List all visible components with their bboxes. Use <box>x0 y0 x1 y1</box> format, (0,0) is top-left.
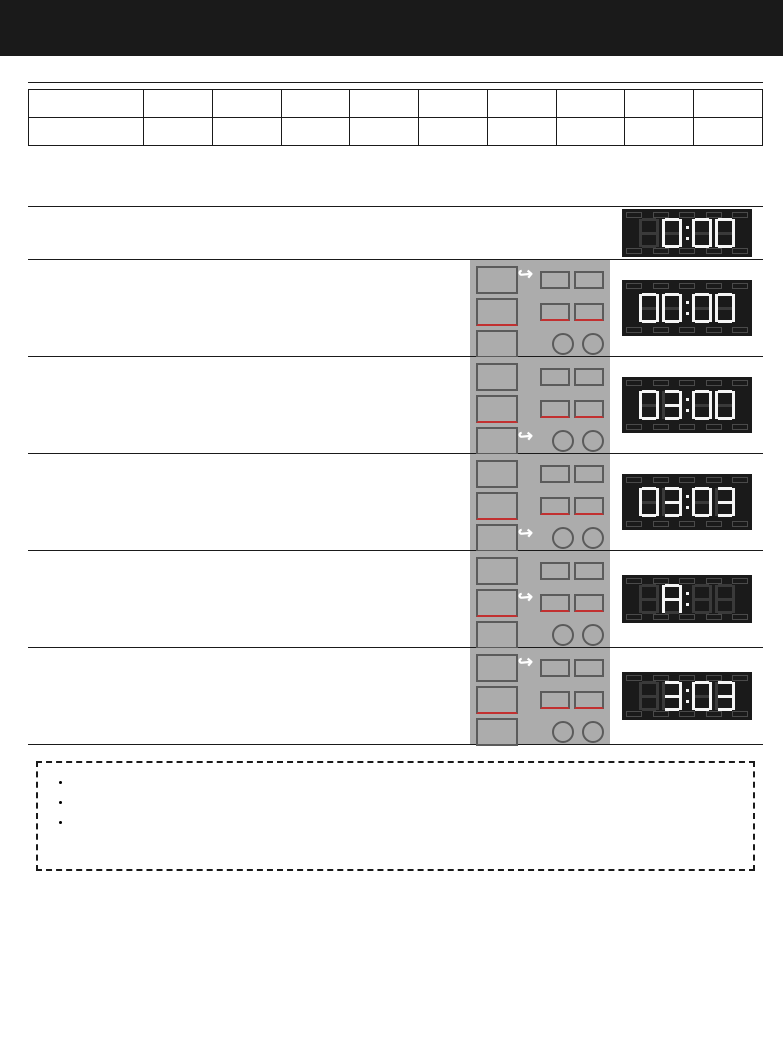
digit <box>715 681 735 711</box>
digit <box>715 218 735 248</box>
digit <box>715 487 735 517</box>
table-cell <box>556 118 625 146</box>
header-bar <box>0 0 783 56</box>
digit <box>662 584 682 614</box>
steps-section: ↪ ↪ ↪ ↪ ↪ <box>28 206 763 745</box>
colon <box>685 592 689 606</box>
digit <box>692 584 712 614</box>
table-cell <box>144 90 213 118</box>
keypad-panel: ↪ <box>470 454 610 550</box>
table-cell <box>487 118 556 146</box>
keypad-panel: ↪ <box>470 260 610 356</box>
divider-top <box>28 82 763 83</box>
note-bullet <box>72 777 735 797</box>
digit <box>639 390 659 420</box>
digit <box>662 390 682 420</box>
digit <box>715 390 735 420</box>
digit <box>639 218 659 248</box>
table-cell <box>487 90 556 118</box>
digit <box>662 218 682 248</box>
table-cell <box>29 118 144 146</box>
digit <box>639 681 659 711</box>
seven-seg-display <box>622 209 752 257</box>
keypad-panel: ↪ <box>470 648 610 744</box>
note-list <box>56 777 735 837</box>
table-cell <box>29 90 144 118</box>
seven-seg-display <box>622 575 752 623</box>
seven-seg-display <box>622 377 752 433</box>
digit <box>662 487 682 517</box>
table-cell <box>212 118 281 146</box>
table-cell <box>694 118 763 146</box>
pointer-arrow-icon: ↪ <box>517 263 534 285</box>
table-cell <box>625 118 694 146</box>
keypad-panel: ↪ <box>470 357 610 453</box>
digit <box>692 390 712 420</box>
digit <box>692 293 712 323</box>
table-cell <box>350 118 419 146</box>
table-row <box>29 118 763 146</box>
table-cell <box>556 90 625 118</box>
step-row: ↪ <box>28 357 763 453</box>
table-cell <box>350 90 419 118</box>
pointer-arrow-icon: ↪ <box>517 651 534 673</box>
seven-seg-display <box>622 280 752 336</box>
digit <box>639 293 659 323</box>
seven-seg-display <box>622 474 752 530</box>
keypad-panel: ↪ <box>470 551 610 647</box>
note-bullet <box>72 797 735 817</box>
digit <box>639 584 659 614</box>
digit <box>662 681 682 711</box>
table-cell <box>281 90 350 118</box>
spec-table <box>28 89 763 146</box>
digit <box>715 584 735 614</box>
step-row <box>28 207 763 259</box>
step-row: ↪ <box>28 454 763 550</box>
step-row: ↪ <box>28 648 763 744</box>
digit <box>692 487 712 517</box>
table-cell <box>625 90 694 118</box>
content-area: ↪ ↪ ↪ ↪ ↪ <box>0 56 783 871</box>
digit <box>715 293 735 323</box>
pointer-arrow-icon: ↪ <box>517 425 534 447</box>
seven-seg-display <box>622 672 752 720</box>
step-row: ↪ <box>28 260 763 356</box>
pointer-arrow-icon: ↪ <box>517 522 534 544</box>
digit <box>639 487 659 517</box>
colon <box>685 301 689 315</box>
step-row: ↪ <box>28 551 763 647</box>
colon <box>685 689 689 703</box>
table-cell <box>694 90 763 118</box>
note-box <box>36 761 755 871</box>
table-cell <box>281 118 350 146</box>
table-row <box>29 90 763 118</box>
table-cell <box>419 118 488 146</box>
pointer-arrow-icon: ↪ <box>517 586 534 608</box>
table-cell <box>419 90 488 118</box>
table-cell <box>144 118 213 146</box>
table-cell <box>212 90 281 118</box>
colon <box>685 495 689 509</box>
digit <box>692 218 712 248</box>
step-divider <box>28 744 763 745</box>
colon <box>685 398 689 412</box>
colon <box>685 226 689 240</box>
digit <box>692 681 712 711</box>
note-bullet <box>72 817 735 837</box>
digit <box>662 293 682 323</box>
